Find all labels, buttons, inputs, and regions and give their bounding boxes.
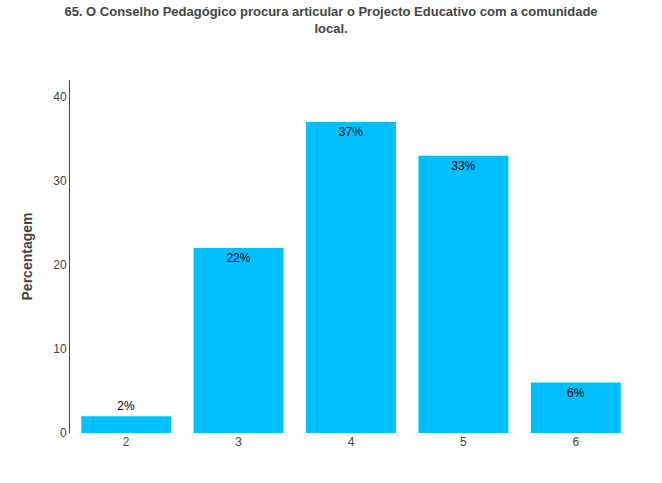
svg-text:20: 20 xyxy=(53,258,67,272)
svg-text:37%: 37% xyxy=(339,125,363,139)
svg-text:2%: 2% xyxy=(117,399,135,413)
svg-text:5: 5 xyxy=(460,435,467,449)
svg-text:10: 10 xyxy=(53,342,67,356)
svg-text:4: 4 xyxy=(348,435,355,449)
svg-text:Percentagem: Percentagem xyxy=(19,213,35,301)
svg-text:65. O Conselho Pedagógico proc: 65. O Conselho Pedagógico procura articu… xyxy=(64,4,597,36)
svg-text:2: 2 xyxy=(123,435,130,449)
svg-text:22%: 22% xyxy=(226,251,250,265)
svg-text:30: 30 xyxy=(53,174,67,188)
svg-text:33%: 33% xyxy=(451,159,475,173)
svg-text:3: 3 xyxy=(235,435,242,449)
svg-text:40: 40 xyxy=(53,90,67,104)
svg-text:6%: 6% xyxy=(567,386,585,400)
svg-text:0: 0 xyxy=(60,426,67,440)
svg-text:6: 6 xyxy=(572,435,579,449)
